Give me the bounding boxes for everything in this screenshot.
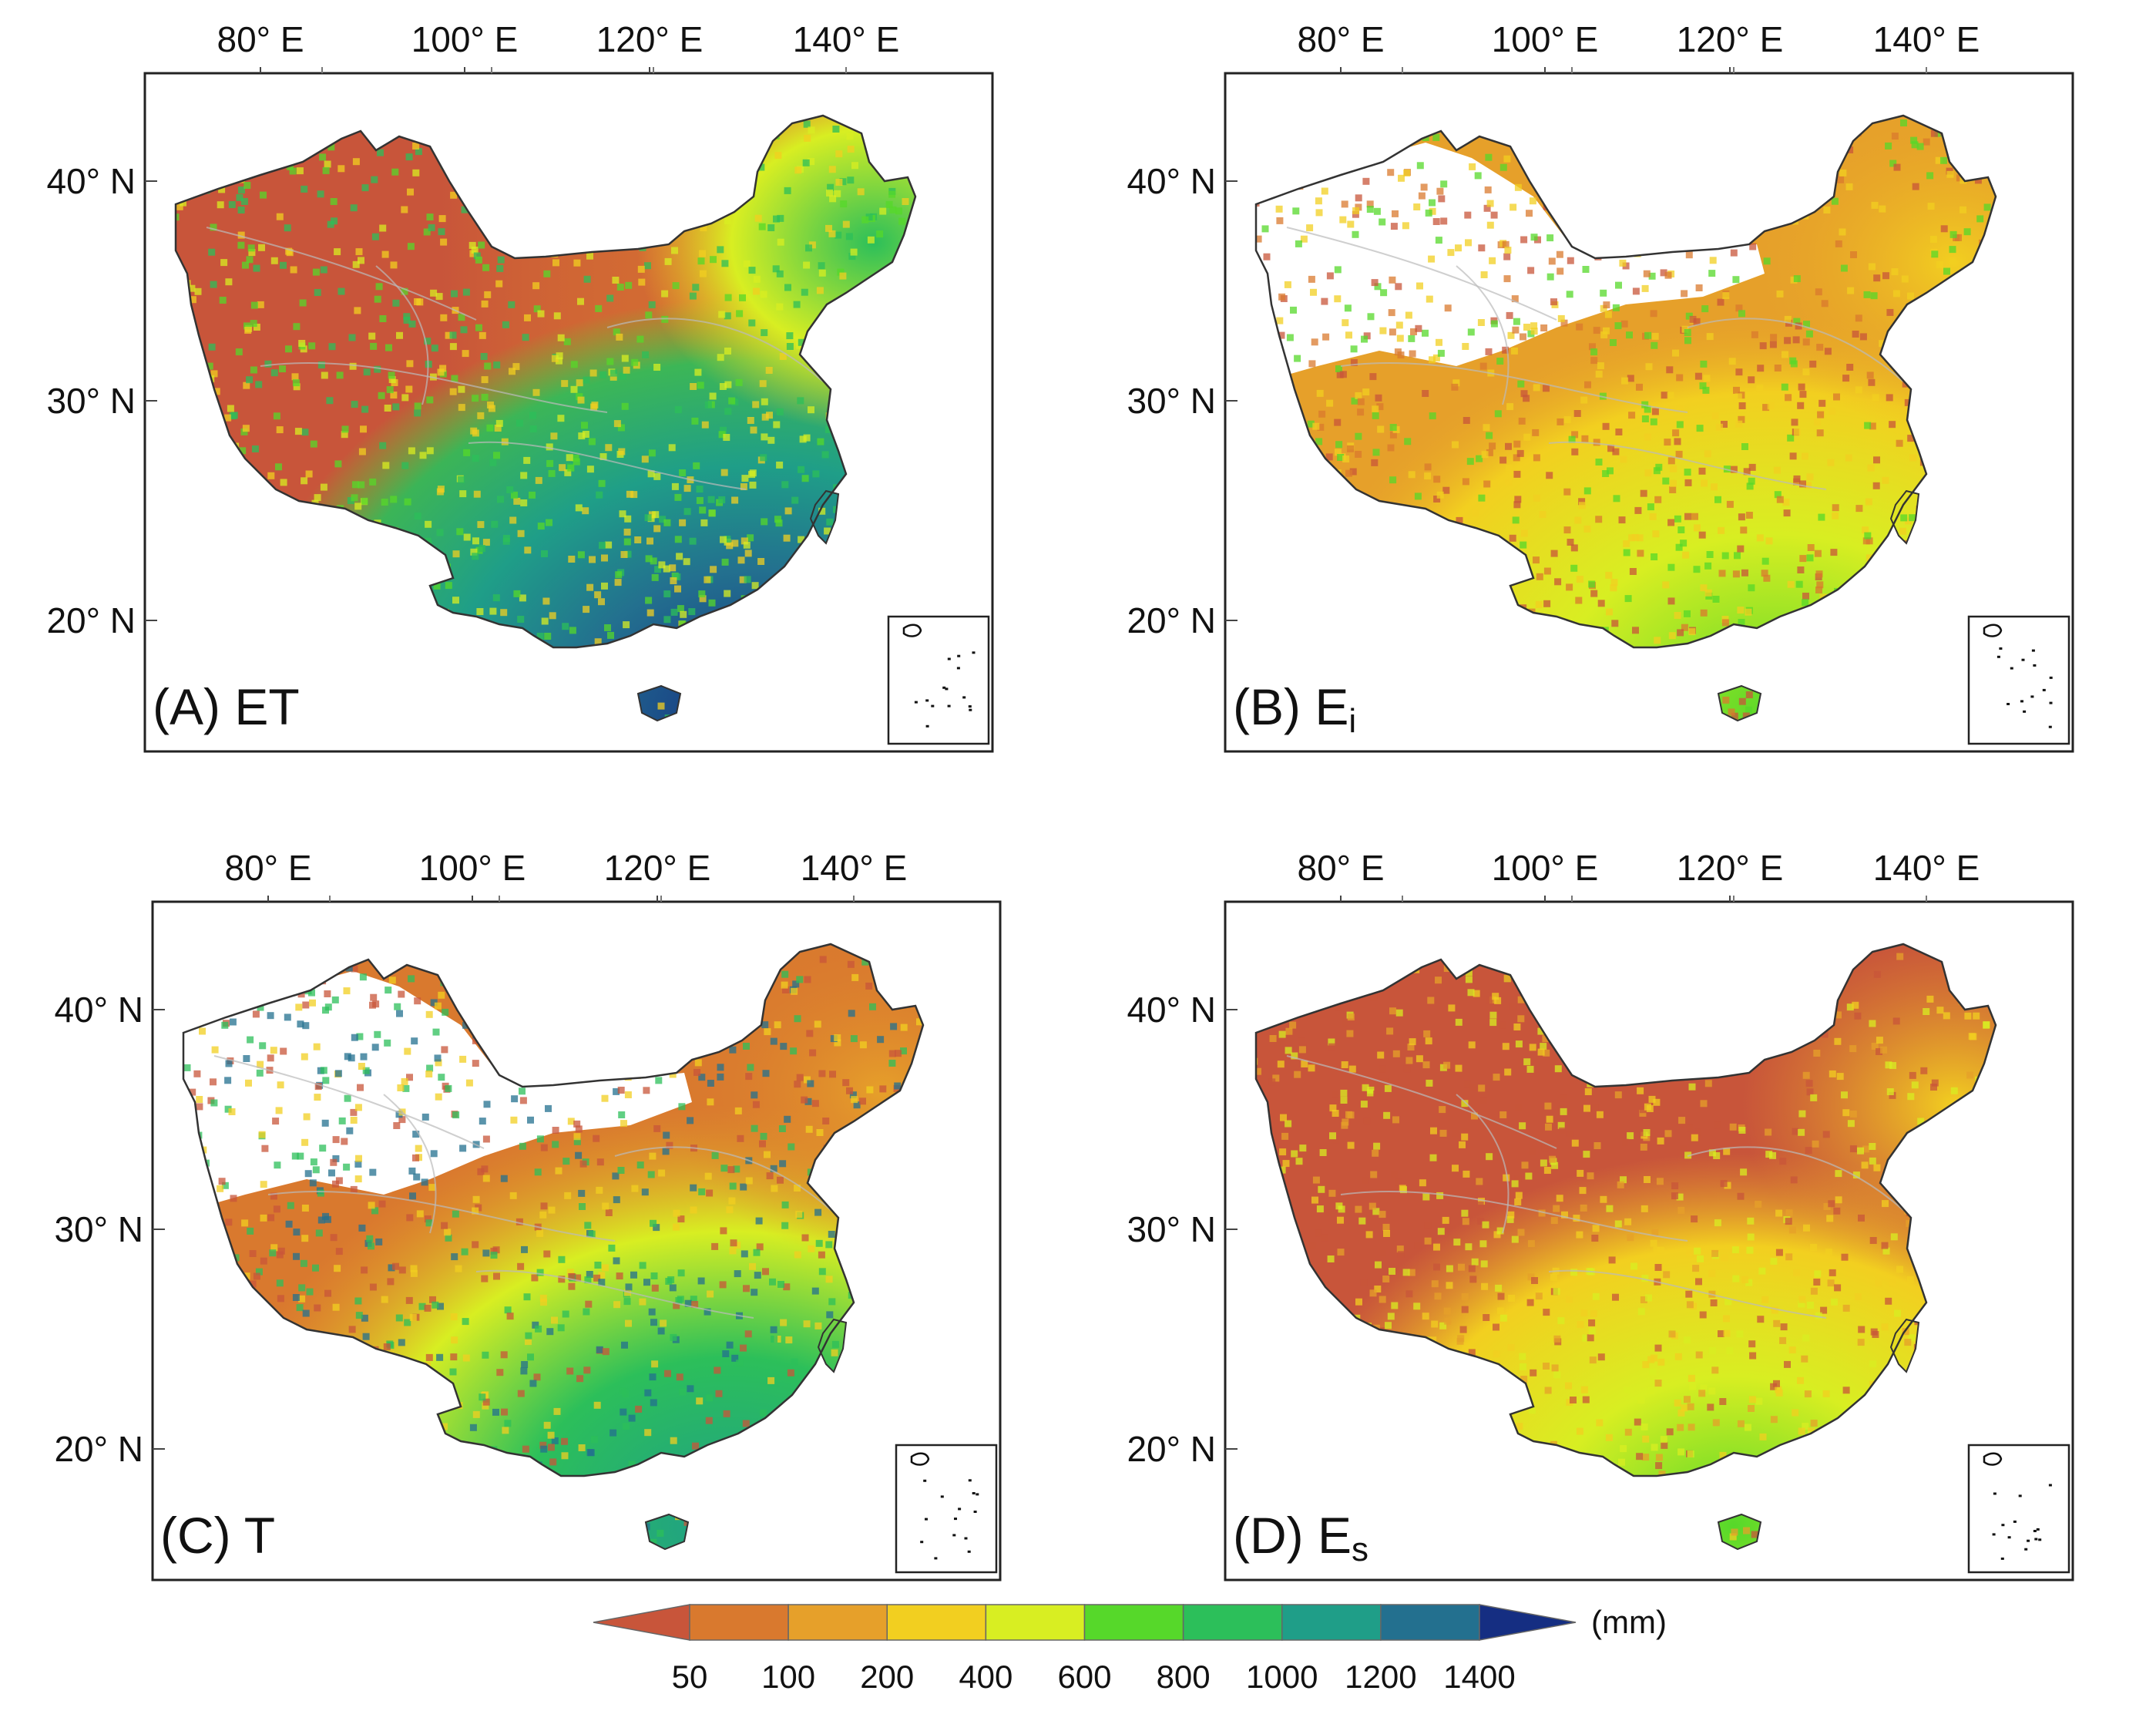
longitude-tick-label: 140° E [793,19,900,59]
china-map [183,944,923,1549]
panel-variable: ET [234,678,299,735]
colorbar-segment [1281,1604,1382,1641]
longitude-tick-label: 120° E [604,848,711,888]
longitude-tick-label: 140° E [1873,848,1980,888]
longitude-tick-label: 120° E [1677,19,1784,59]
latitude-tick-label: 30° N [46,381,136,421]
colorbar-tick-label: 600 [1057,1659,1111,1695]
south-china-sea-inset [895,1444,998,1574]
colorbar-tick-label: 200 [860,1659,914,1695]
colorbar-tick-label: 800 [1157,1659,1211,1695]
latitude-tick-label: 40° N [1127,990,1216,1030]
longitude-tick-label: 120° E [596,19,704,59]
colorbar-segment [1182,1604,1283,1641]
panel-label: (D) Es [1233,1507,1368,1568]
colorbar-tick-label: 1200 [1345,1659,1416,1695]
panel-label: (B) Ei [1233,678,1356,740]
china-map [1256,944,1996,1549]
panel-prefix: (C) [160,1507,244,1564]
latitude-tick-label: 30° N [54,1209,143,1249]
latitude-tick-label: 30° N [1127,381,1216,421]
latitude-tick-label: 40° N [1127,161,1216,201]
longitude-tick-label: 100° E [419,848,526,888]
panel-variable: E [1318,1507,1352,1564]
longitude-tick-label: 80° E [217,19,304,59]
longitude-tick-label: 80° E [224,848,311,888]
longitude-tick-label: 100° E [411,19,519,59]
panel-variable-subscript: i [1348,702,1356,740]
colorbar-tick-label: 400 [959,1659,1013,1695]
colorbar-tick-label: 100 [761,1659,815,1695]
map-frame [1224,72,2074,753]
panel-prefix: (A) [153,678,234,735]
latitude-tick-label: 20° N [1127,600,1216,640]
panel-label: (C) T [160,1507,275,1564]
colorbar-unit: (mm) [1591,1604,1667,1640]
china-map [176,116,915,721]
map-frame [1224,900,2074,1582]
colorbar-segment [1380,1604,1480,1641]
map-panel-a: 80° E 100° E 120° E 140° E 40° N 30° N 20° N (A… [46,19,994,753]
south-china-sea-inset [1967,1444,2070,1574]
colorbar-tick-label: 1400 [1443,1659,1515,1695]
colorbar-segment [985,1604,1086,1641]
colorbar-segment [788,1604,888,1641]
colorbar-segment [886,1604,987,1641]
latitude-tick-label: 20° N [54,1429,143,1469]
panel-label: (A) ET [153,678,300,735]
map-frame [143,72,994,753]
latitude-tick-label: 20° N [46,600,136,640]
china-map [1256,116,1996,721]
latitude-tick-label: 40° N [46,161,136,201]
panel-variable-subscript: s [1352,1531,1368,1568]
colorbar-tick-label: 1000 [1246,1659,1318,1695]
latitude-tick-label: 30° N [1127,1209,1216,1249]
colorbar-extend-high [1479,1604,1577,1641]
map-panel-b: 80° E 100° E 120° E 140° E 40° N 30° N 20° N (B… [1127,19,2074,753]
longitude-tick-label: 120° E [1677,848,1784,888]
panel-variable: E [1315,678,1348,735]
panel-prefix: (B) [1233,678,1315,735]
latitude-tick-label: 40° N [54,990,143,1030]
colorbar-tick-label: 50 [672,1659,708,1695]
colorbar: 50 100 200 400 600 800 1000 1200 1400 (mm) [593,1604,1667,1695]
longitude-tick-label: 140° E [801,848,908,888]
map-frame [151,900,1002,1582]
colorbar-segment [689,1604,789,1641]
south-china-sea-inset [1967,615,2070,745]
panel-prefix: (D) [1233,1507,1318,1564]
longitude-tick-label: 80° E [1297,848,1384,888]
latitude-tick-label: 20° N [1127,1429,1216,1469]
longitude-tick-label: 140° E [1873,19,1980,59]
map-panel-d: 80° E 100° E 120° E 140° E 40° N 30° N 20° N (D… [1127,848,2074,1582]
colorbar-extend-low [593,1604,690,1641]
map-panel-c: 80° E 100° E 120° E 140° E 40° N 30° N 20° N (C… [54,848,1002,1582]
longitude-tick-label: 100° E [1492,19,1599,59]
longitude-tick-label: 100° E [1492,848,1599,888]
longitude-tick-label: 80° E [1297,19,1384,59]
panel-variable: T [244,1507,275,1564]
colorbar-segment [1083,1604,1184,1641]
south-china-sea-inset [887,615,990,745]
